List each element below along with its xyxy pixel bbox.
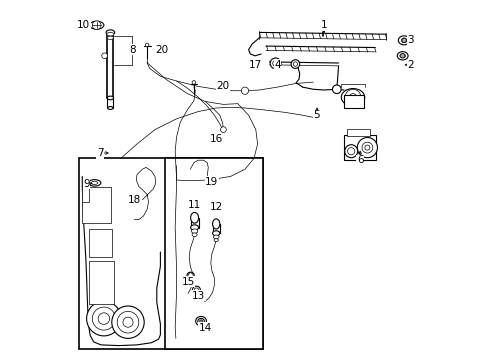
Ellipse shape bbox=[194, 288, 198, 292]
Circle shape bbox=[188, 273, 193, 278]
Text: 4: 4 bbox=[274, 60, 281, 70]
Text: 8: 8 bbox=[129, 45, 136, 55]
Ellipse shape bbox=[191, 212, 198, 223]
Ellipse shape bbox=[107, 32, 114, 36]
Circle shape bbox=[402, 38, 406, 42]
Ellipse shape bbox=[213, 219, 220, 229]
Circle shape bbox=[117, 311, 139, 333]
Text: 10: 10 bbox=[77, 20, 90, 30]
Text: 12: 12 bbox=[210, 202, 223, 212]
Text: 7: 7 bbox=[97, 148, 103, 158]
Circle shape bbox=[345, 145, 358, 158]
Ellipse shape bbox=[400, 54, 406, 58]
Ellipse shape bbox=[191, 225, 198, 230]
Text: 16: 16 bbox=[210, 134, 223, 144]
Text: 9: 9 bbox=[83, 179, 90, 189]
Text: 2: 2 bbox=[407, 60, 414, 70]
Circle shape bbox=[112, 306, 144, 338]
Text: 14: 14 bbox=[199, 323, 212, 333]
Circle shape bbox=[347, 148, 355, 155]
Circle shape bbox=[362, 142, 373, 153]
Circle shape bbox=[349, 94, 357, 101]
Circle shape bbox=[400, 54, 405, 58]
Bar bbox=[90, 229, 112, 257]
Circle shape bbox=[220, 127, 226, 132]
Circle shape bbox=[242, 87, 248, 94]
Circle shape bbox=[357, 138, 377, 158]
Bar bbox=[79, 158, 263, 349]
Ellipse shape bbox=[342, 89, 365, 106]
Text: 6: 6 bbox=[357, 155, 364, 165]
Text: 11: 11 bbox=[188, 200, 201, 210]
Ellipse shape bbox=[192, 233, 197, 237]
Circle shape bbox=[333, 85, 341, 94]
Ellipse shape bbox=[196, 316, 206, 326]
Ellipse shape bbox=[88, 180, 101, 186]
Ellipse shape bbox=[398, 36, 410, 45]
Circle shape bbox=[87, 301, 121, 336]
Ellipse shape bbox=[106, 30, 115, 35]
Text: 13: 13 bbox=[192, 291, 205, 301]
Circle shape bbox=[145, 43, 149, 47]
Ellipse shape bbox=[108, 107, 113, 109]
Text: 19: 19 bbox=[205, 177, 219, 187]
Text: 1: 1 bbox=[321, 20, 327, 30]
Bar bbox=[82, 187, 111, 223]
Ellipse shape bbox=[107, 36, 114, 40]
Text: 5: 5 bbox=[314, 110, 320, 120]
Circle shape bbox=[98, 313, 110, 324]
Ellipse shape bbox=[213, 235, 219, 239]
Bar bbox=[346, 129, 370, 136]
Circle shape bbox=[293, 62, 297, 66]
Circle shape bbox=[192, 81, 196, 84]
Circle shape bbox=[273, 60, 278, 66]
Bar bbox=[344, 95, 364, 108]
Circle shape bbox=[345, 89, 361, 105]
Circle shape bbox=[92, 21, 101, 30]
Ellipse shape bbox=[107, 96, 114, 100]
Ellipse shape bbox=[91, 181, 98, 184]
Ellipse shape bbox=[193, 286, 200, 293]
Text: 15: 15 bbox=[181, 276, 195, 287]
Text: 18: 18 bbox=[127, 195, 141, 205]
Ellipse shape bbox=[401, 38, 407, 42]
Ellipse shape bbox=[198, 318, 204, 324]
Circle shape bbox=[270, 58, 281, 69]
Ellipse shape bbox=[397, 52, 408, 60]
Text: 20: 20 bbox=[155, 45, 168, 55]
Text: 17: 17 bbox=[249, 60, 263, 70]
Ellipse shape bbox=[199, 320, 202, 323]
Circle shape bbox=[365, 145, 370, 150]
Bar bbox=[90, 261, 114, 304]
Ellipse shape bbox=[213, 231, 220, 236]
Ellipse shape bbox=[192, 229, 198, 233]
Ellipse shape bbox=[214, 239, 219, 242]
Text: 3: 3 bbox=[407, 35, 414, 45]
Circle shape bbox=[291, 60, 300, 68]
Ellipse shape bbox=[90, 21, 104, 29]
Ellipse shape bbox=[187, 272, 194, 279]
Text: 20: 20 bbox=[216, 81, 229, 91]
Circle shape bbox=[102, 53, 107, 59]
Bar bbox=[82, 187, 90, 202]
Bar bbox=[165, 158, 263, 349]
Circle shape bbox=[92, 307, 116, 330]
Circle shape bbox=[123, 317, 133, 327]
Circle shape bbox=[96, 280, 112, 296]
Circle shape bbox=[99, 284, 108, 292]
Bar bbox=[344, 135, 376, 160]
